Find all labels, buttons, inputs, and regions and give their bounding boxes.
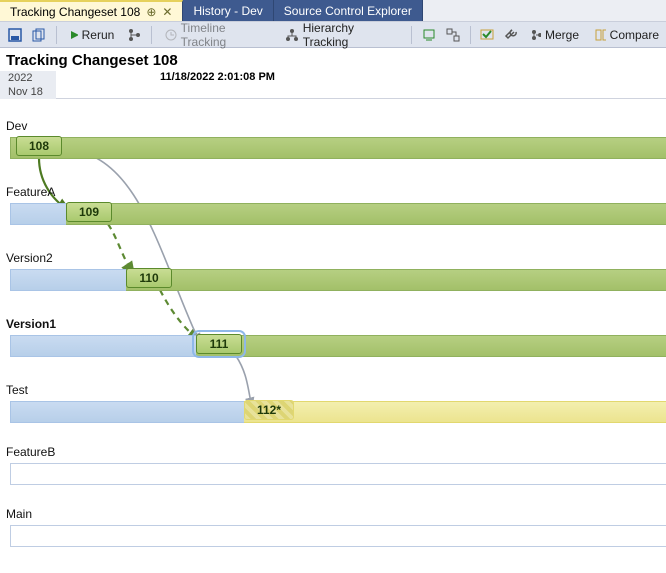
merge-label: Merge [545, 28, 579, 42]
tab-bar: Tracking Changeset 108 ⊕ ✕ History - Dev… [0, 0, 666, 22]
lane-bar [10, 269, 666, 291]
filter-button[interactable] [418, 24, 440, 46]
changeset-node-108[interactable]: 108 [16, 136, 62, 156]
play-icon [70, 30, 78, 40]
save-icon [8, 28, 22, 42]
save-button[interactable] [4, 24, 26, 46]
toolbar-separator [56, 26, 57, 44]
lane-label-main: Main [6, 507, 32, 521]
lane-bar [10, 137, 666, 159]
compare-button[interactable]: Compare [588, 24, 666, 46]
filter-icon [422, 28, 436, 42]
hierarchy-tracking-label: Hierarchy Tracking [303, 21, 398, 49]
lane-label-featureA: FeatureA [6, 185, 55, 199]
path-icon [446, 28, 460, 42]
toolbar-separator [470, 26, 471, 44]
hierarchy-tracking-button[interactable]: Hierarchy Tracking [278, 24, 404, 46]
page-title: Tracking Changeset 108 [0, 48, 666, 71]
lane-label-featureB: FeatureB [6, 445, 55, 459]
path-button[interactable] [442, 24, 464, 46]
rerun-button[interactable]: Rerun [63, 24, 121, 46]
ruler-timestamp: 11/18/2022 2:01:08 PM [160, 71, 275, 83]
compare-icon [595, 29, 606, 41]
ruler-year-day: 2022 Nov 18 [0, 71, 56, 99]
lane-bar-blue-segment [10, 401, 244, 423]
lane-label-test: Test [6, 383, 28, 397]
check-icon [480, 29, 494, 41]
hierarchy-icon [285, 29, 298, 41]
tab-label: Tracking Changeset 108 [10, 5, 140, 19]
arrow-108-111 [60, 149, 200, 343]
changeset-node-111[interactable]: 111 [196, 334, 242, 354]
toolbar: Rerun Timeline Tracking Hierarchy Tracki… [0, 22, 666, 48]
merge-button[interactable]: Merge [524, 24, 586, 46]
branch-icon [127, 28, 141, 42]
time-ruler: 2022 Nov 18 11/18/2022 2:01:08 PM [0, 71, 666, 99]
lane-bar [10, 401, 666, 423]
tracking-chart[interactable]: Dev FeatureA Version2 Version1 Test FeatureB M… [0, 99, 666, 567]
arrow-110-111 [160, 290, 200, 341]
toolbar-separator [411, 26, 412, 44]
branch-picker-button[interactable] [123, 24, 145, 46]
changeset-node-110[interactable]: 110 [126, 268, 172, 288]
lane-bar-blue-segment [10, 335, 196, 357]
copy-button[interactable] [28, 24, 50, 46]
rerun-label: Rerun [82, 28, 115, 42]
merge-icon [531, 29, 541, 41]
lane-label-dev: Dev [6, 119, 27, 133]
lane-bar-blue-segment [10, 203, 66, 225]
timeline-tracking-label: Timeline Tracking [181, 21, 270, 49]
arrow-layer [0, 99, 666, 567]
timeline-tracking-button[interactable]: Timeline Tracking [158, 24, 276, 46]
ruler-year: 2022 [8, 71, 56, 85]
lane-bar-blue-segment [10, 269, 126, 291]
tab-label: History - Dev [193, 4, 262, 18]
lane-bar [10, 335, 666, 357]
lane-bar [10, 463, 666, 485]
close-icon[interactable]: ✕ [162, 5, 172, 19]
compare-label: Compare [610, 28, 659, 42]
toolbar-separator [151, 26, 152, 44]
wrench-icon [504, 28, 518, 42]
tab-history-dev[interactable]: History - Dev [183, 0, 273, 21]
tab-label: Source Control Explorer [284, 4, 412, 18]
lane-label-version2: Version2 [6, 251, 53, 265]
ruler-day: Nov 18 [8, 85, 56, 99]
settings-button[interactable] [500, 24, 522, 46]
lane-bar [10, 525, 666, 547]
pin-icon[interactable]: ⊕ [146, 5, 156, 19]
clock-icon [165, 29, 176, 41]
changeset-node-109[interactable]: 109 [66, 202, 112, 222]
changeset-node-112[interactable]: 112* [244, 400, 294, 420]
check-button[interactable] [476, 24, 498, 46]
tab-tracking-changeset[interactable]: Tracking Changeset 108 ⊕ ✕ [0, 0, 183, 21]
copy-icon [32, 28, 46, 42]
tab-source-control-explorer[interactable]: Source Control Explorer [274, 0, 423, 21]
lane-label-version1: Version1 [6, 317, 56, 331]
